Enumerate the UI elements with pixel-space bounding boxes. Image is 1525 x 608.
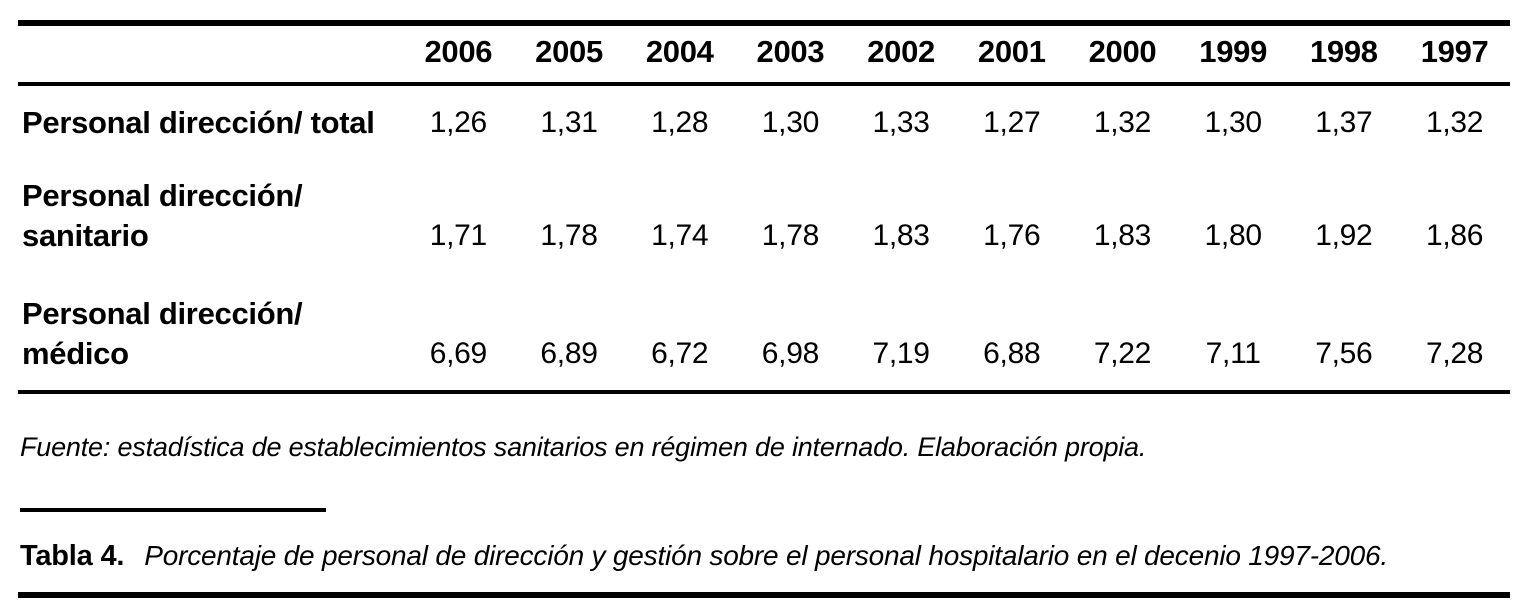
table-caption: Tabla 4. Porcentaje de personal de direcc… — [20, 536, 1510, 576]
bottom-border-rule — [18, 592, 1510, 598]
value-cell: 1,80 — [1204, 219, 1263, 252]
corner-spacer — [18, 23, 403, 86]
value-cell: 7,19 — [845, 280, 957, 394]
value-cell: 1,26 — [429, 106, 488, 139]
year-header-1999: 1999 — [1177, 23, 1289, 86]
row-label: Personal dirección/ total — [18, 84, 403, 164]
year-header-1998: 1998 — [1288, 23, 1400, 86]
value-cell: 1,78 — [540, 219, 598, 252]
value-cell: 1,76 — [983, 219, 1041, 252]
table-row-direccion-total: Personal dirección/ total 1,26 1,31 1,28… — [18, 84, 1510, 164]
value-cell: 1,32 — [1093, 106, 1152, 139]
table-caption-text: Porcentaje de personal de dirección y ge… — [144, 540, 1388, 571]
row-label-text: Personal dirección/ total — [22, 105, 375, 140]
row-label-line2: médico — [22, 336, 129, 371]
value-cell: 7,56 — [1288, 280, 1400, 394]
value-cell: 1,28 — [651, 106, 709, 139]
value-cell: 7,22 — [1067, 280, 1178, 394]
table-caption-label: Tabla 4. — [20, 540, 125, 572]
value-cell: 1,86 — [1425, 219, 1484, 252]
row-label-line1: Personal dirección/ — [22, 178, 303, 213]
value-cell: 6,89 — [513, 280, 625, 394]
value-cell: 1,83 — [872, 219, 930, 252]
year-header-2002: 2002 — [845, 23, 957, 86]
value-cell: 1,71 — [429, 219, 488, 252]
year-header-2006: 2006 — [403, 23, 514, 86]
value-cell: 6,88 — [956, 280, 1068, 394]
value-cell: 1,27 — [983, 106, 1041, 139]
row-label-line2: sanitario — [22, 218, 149, 253]
table-row-direccion-medico: Personal dirección/ médico 6,69 6,89 6,7… — [18, 280, 1510, 394]
value-cell: 6,69 — [403, 280, 514, 394]
source-note: Fuente: estadística de establecimientos … — [20, 432, 1147, 462]
table-header: 2006 2005 2004 2003 2002 2001 2000 1999 … — [18, 23, 1510, 86]
year-header-2003: 2003 — [735, 23, 846, 86]
year-header-2000: 2000 — [1067, 23, 1178, 86]
row-label: Personal dirección/ médico — [18, 280, 403, 394]
value-cell: 1,30 — [761, 106, 820, 139]
value-cell: 1,83 — [1093, 219, 1152, 252]
value-cell: 6,72 — [624, 280, 736, 394]
value-cell: 1,33 — [872, 106, 930, 139]
value-cell: 1,30 — [1204, 106, 1263, 139]
value-cell: 1,37 — [1315, 106, 1373, 139]
value-cell: 1,92 — [1315, 219, 1373, 252]
table-header-row: 2006 2005 2004 2003 2002 2001 2000 1999 … — [18, 23, 1510, 86]
value-cell: 1,31 — [540, 106, 598, 139]
value-cell: 7,28 — [1399, 280, 1510, 394]
year-header-2004: 2004 — [624, 23, 736, 86]
value-cell: 1,78 — [761, 219, 820, 252]
row-label: Personal dirección/ sanitario — [18, 164, 403, 280]
year-header-2005: 2005 — [513, 23, 625, 86]
table-row-direccion-sanitario: Personal dirección/ sanitario 1,71 1,78 … — [18, 164, 1510, 280]
statistics-table: 2006 2005 2004 2003 2002 2001 2000 1999 … — [18, 20, 1510, 394]
row-label-line1: Personal dirección/ — [22, 296, 303, 331]
year-header-2001: 2001 — [956, 23, 1068, 86]
value-cell: 1,74 — [651, 219, 709, 252]
year-header-1997: 1997 — [1399, 23, 1510, 86]
value-cell: 6,98 — [735, 280, 846, 394]
value-cell: 7,11 — [1177, 280, 1289, 394]
footnote-divider-rule — [20, 508, 326, 512]
value-cell: 1,32 — [1425, 106, 1484, 139]
